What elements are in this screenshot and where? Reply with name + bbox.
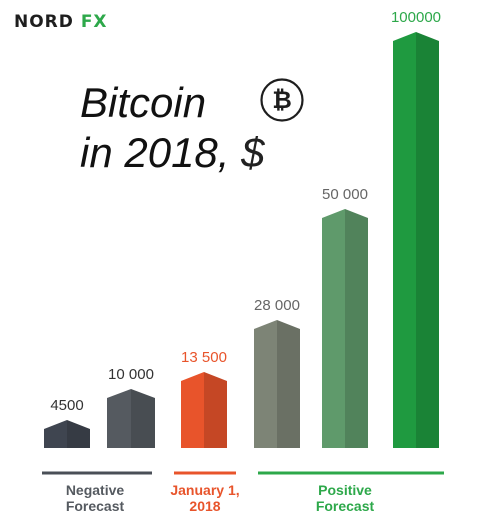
- bar-value-label: 28 000: [254, 297, 300, 314]
- bar-2-left-face: [107, 389, 131, 448]
- bar-3: [204, 372, 227, 448]
- group-label: Forecast: [66, 498, 125, 514]
- bar-1: [67, 420, 90, 448]
- bar-value-label: 100000: [391, 9, 441, 26]
- logo-text: NORD: [14, 12, 81, 32]
- bar-3-left-face: [181, 372, 204, 448]
- bar-1-left-face: [44, 420, 67, 448]
- bar-5: [345, 209, 368, 448]
- chart-title: Bitcoin in 2018, $: [80, 78, 265, 178]
- group-label: Forecast: [316, 498, 375, 514]
- group-label: 2018: [189, 498, 220, 514]
- title-line-2: in 2018, $: [80, 128, 265, 178]
- bitcoin-circle-icon: ₿: [260, 78, 304, 122]
- bar-value-label: 4500: [50, 397, 83, 414]
- bar-5-left-face: [322, 209, 345, 448]
- bar-value-label: 50 000: [322, 186, 368, 203]
- bar-6: [416, 32, 439, 448]
- title-line-1: Bitcoin: [80, 79, 207, 126]
- group-label: Negative: [66, 482, 125, 498]
- group-label: January 1,: [170, 482, 239, 498]
- bar-value-label: 13 500: [181, 349, 227, 366]
- svg-text:₿: ₿: [272, 86, 292, 114]
- title-line-2-text: in 2018,: [80, 129, 230, 176]
- bar-2: [131, 389, 155, 448]
- group-label: Positive: [318, 482, 372, 498]
- title-currency: $: [241, 129, 265, 176]
- bar-4-left-face: [254, 320, 277, 448]
- logo-accent: FX: [80, 12, 108, 32]
- bar-6-left-face: [393, 32, 416, 448]
- bar-4: [277, 320, 300, 448]
- nordfx-logo: NORD FX: [14, 12, 108, 32]
- bar-value-label: 10 000: [108, 366, 154, 383]
